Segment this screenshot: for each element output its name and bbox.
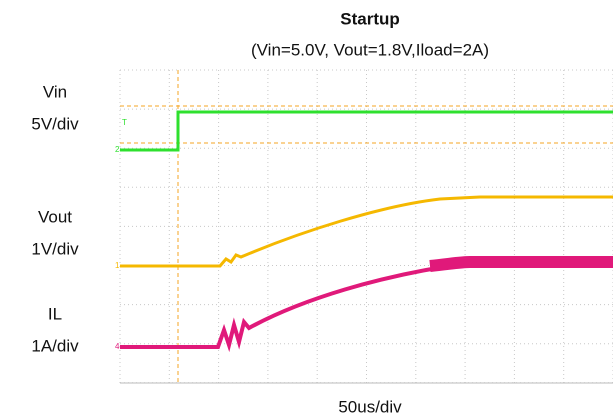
channel-name: Vout <box>38 207 72 226</box>
vin-trace <box>120 110 613 152</box>
channel-scale: 1V/div <box>31 239 79 258</box>
channel-scale: 1A/div <box>31 336 79 355</box>
time-scale: 50us/div <box>338 397 402 416</box>
grid <box>119 69 613 384</box>
trigger-marker: T <box>122 118 127 127</box>
channel-marker: 4 <box>115 342 120 351</box>
title: Startup <box>340 9 400 28</box>
channel-scale: 5V/div <box>31 114 79 133</box>
channel-name: IL <box>48 304 62 323</box>
channel-marker: 2 <box>115 145 120 154</box>
il-ripple <box>429 256 613 272</box>
subtitle: (Vin=5.0V, Vout=1.8V,Iload=2A) <box>251 40 489 59</box>
channel-name: Vin <box>43 82 67 101</box>
channel-marker: 1 <box>115 261 120 270</box>
vout-trace <box>120 195 613 268</box>
